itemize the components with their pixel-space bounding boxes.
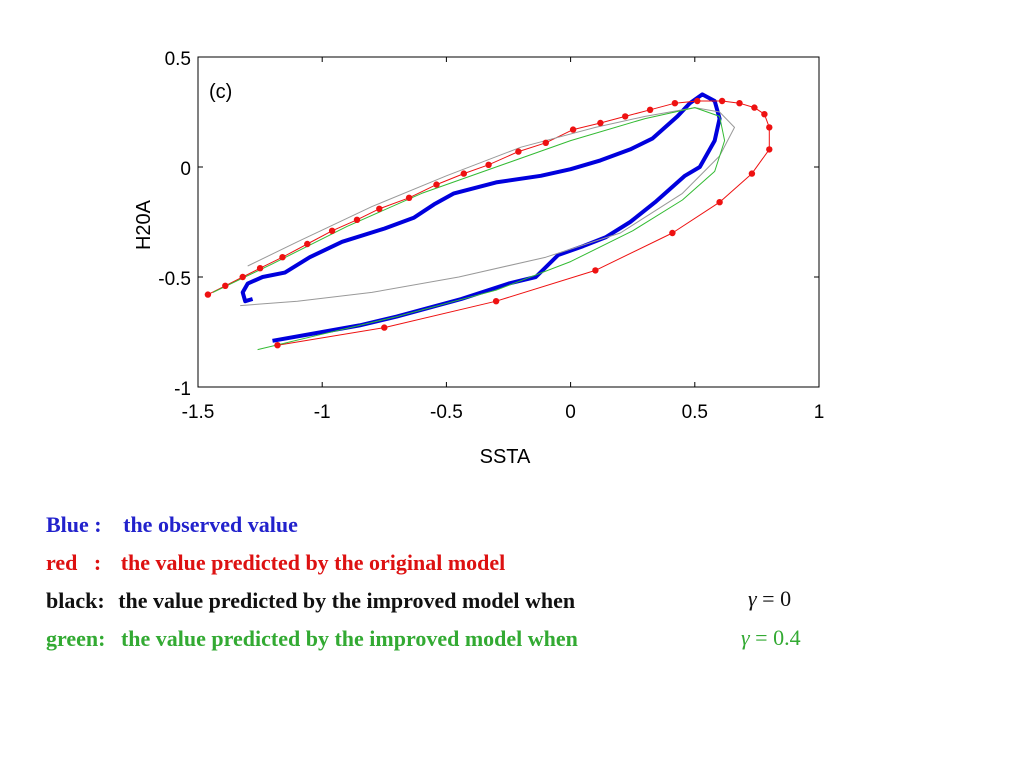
series-point [204, 291, 212, 298]
series-point [751, 104, 758, 111]
plot-frame [197, 56, 820, 388]
axis-ticks: -1.5 -1 -0.5 0 0.5 10.50-0.5-1 [158, 49, 824, 423]
gamma-black: γ = 0 [748, 586, 791, 612]
gamma-symbol: γ [748, 586, 757, 611]
series-point [766, 124, 773, 131]
legend-entry-black: black: the value predicted by the improv… [46, 588, 575, 614]
series-point [748, 170, 756, 177]
x-axis-title: SSTA [480, 446, 531, 468]
series-line-1 [207, 100, 770, 346]
gamma-symbol: γ [741, 625, 750, 650]
series-point [328, 227, 336, 234]
x-tick-label: -1 [314, 402, 331, 423]
y-tick-label: 0 [180, 159, 191, 180]
series-point [716, 199, 723, 206]
panel-label: (c) [209, 81, 232, 103]
series-point [622, 113, 629, 120]
series-point [736, 100, 743, 107]
legend-key: Blue : [46, 512, 102, 537]
legend-desc: the value predicted by the original mode… [120, 550, 506, 575]
series-point [694, 97, 701, 105]
gamma-value: = 0.4 [755, 625, 801, 650]
series-point [515, 148, 522, 155]
x-tick-label: 0.5 [682, 402, 708, 423]
legend-desc: the value predicted by the improved mode… [118, 588, 576, 613]
x-tick-label: -1.5 [182, 402, 215, 423]
y-tick-label: -1 [174, 379, 191, 400]
legend-desc: the value predicted by the improved mode… [120, 626, 578, 651]
chart-series [204, 92, 773, 351]
legend-desc: the observed value [123, 512, 298, 537]
series-point [381, 324, 388, 331]
series-point [592, 267, 599, 274]
series-point [304, 240, 311, 248]
legend-entry-green: green: the value predicted by the improv… [46, 626, 578, 652]
series-point [460, 170, 467, 177]
y-tick-label: 0.5 [165, 49, 191, 70]
x-tick-label: 0 [565, 402, 576, 423]
series-point [239, 273, 246, 281]
series-line-3 [212, 107, 726, 351]
series-point [671, 100, 679, 107]
series-point [376, 205, 383, 212]
series-point [669, 229, 676, 237]
series-point [766, 146, 773, 153]
legend-entry-blue: Blue : the observed value [46, 512, 298, 538]
legend-key: black: [46, 588, 105, 613]
series-point [492, 298, 500, 305]
series-point [256, 265, 264, 272]
y-tick-label: -0.5 [158, 269, 191, 290]
series-point [405, 194, 413, 201]
series-point [279, 254, 286, 261]
series-point [433, 181, 440, 188]
series-line-0 [240, 92, 722, 343]
series-point [485, 161, 492, 168]
legend-key: red : [46, 550, 102, 575]
series-point [718, 97, 726, 105]
series-point [353, 216, 361, 223]
series-line-2 [240, 107, 735, 307]
y-axis-title: H20A [133, 199, 155, 250]
series-point [646, 106, 654, 114]
series-point [569, 126, 577, 133]
series-point [222, 282, 229, 289]
series-point [542, 139, 549, 146]
chart: -1.5 -1 -0.5 0 0.5 10.50-0.5-1 (c) SSTA H20A [133, 49, 824, 468]
series-point [597, 119, 604, 127]
x-tick-label: 1 [814, 402, 825, 423]
legend-entry-red: red : the value predicted by the origina… [46, 550, 505, 576]
x-tick-label: -0.5 [430, 402, 463, 423]
series-point [761, 111, 768, 118]
series-point [274, 342, 281, 349]
legend-key: green: [46, 626, 106, 651]
gamma-green: γ = 0.4 [741, 625, 801, 651]
gamma-value: = 0 [762, 586, 792, 611]
